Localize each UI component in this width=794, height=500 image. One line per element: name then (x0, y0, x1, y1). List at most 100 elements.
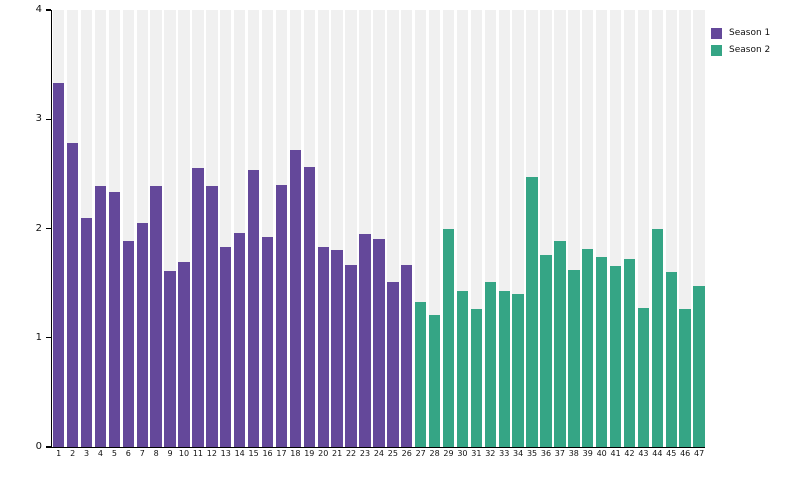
category-slot (484, 10, 496, 447)
bar (428, 314, 441, 447)
x-tick-label: 20 (318, 449, 329, 458)
category-background-track (164, 10, 176, 447)
x-tick-label: 6 (125, 449, 131, 458)
season-2-swatch (711, 45, 722, 56)
bar (317, 247, 329, 447)
bar (609, 265, 622, 447)
x-tick-label: 42 (624, 449, 635, 458)
bar (665, 272, 677, 447)
bar (651, 228, 664, 447)
bar (359, 233, 371, 447)
y-tick-mark (46, 118, 51, 120)
category-background-track (637, 10, 650, 447)
bar (387, 282, 399, 447)
category-background-track (568, 10, 580, 447)
x-tick-label: 35 (526, 449, 538, 458)
category-background-track (414, 10, 427, 447)
x-tick-label: 32 (485, 449, 496, 458)
bar (470, 309, 483, 447)
bar (331, 250, 343, 447)
bar (582, 249, 594, 447)
category-slot (80, 10, 93, 447)
category-slot (554, 10, 566, 447)
y-tick-label: 2 (35, 222, 42, 234)
x-tick-label: 15 (248, 449, 259, 458)
bar (693, 286, 705, 447)
bar (261, 237, 274, 447)
category-slot (373, 10, 385, 447)
bar (637, 308, 650, 447)
category-slot (178, 10, 190, 447)
x-tick-label: 40 (596, 449, 607, 458)
category-slot (303, 10, 316, 447)
x-tick-label: 21 (332, 449, 343, 458)
category-background-track (456, 10, 469, 447)
category-background-track (220, 10, 232, 447)
category-background-track (233, 10, 246, 447)
legend-label: Season 2 (729, 45, 771, 55)
category-background-track (317, 10, 329, 447)
x-tick-label: 38 (568, 449, 579, 458)
bars-container (53, 10, 705, 447)
category-background-track (693, 10, 705, 447)
x-tick-label: 36 (540, 449, 552, 458)
category-slot (679, 10, 691, 447)
x-tick-label: 17 (276, 449, 287, 458)
category-background-track (665, 10, 677, 447)
x-tick-label: 39 (582, 449, 593, 458)
category-slot (582, 10, 594, 447)
category-slot (512, 10, 524, 447)
bar (623, 259, 636, 447)
category-slot (331, 10, 343, 447)
legend-item-season-2: Season 2 (711, 45, 770, 56)
bar (247, 169, 260, 447)
category-slot (651, 10, 664, 447)
x-tick-label: 47 (694, 449, 705, 458)
bar (136, 223, 148, 447)
category-background-track (582, 10, 594, 447)
legend-item-season-1: Season 1 (711, 28, 770, 39)
y-tick-mark (46, 337, 51, 339)
category-background-track (122, 10, 135, 447)
category-background-track (540, 10, 552, 447)
plot-area: 1 2 3 4 5 6 7 8 9 10 11 12 13 14 15 16 17 18 19 20 21 22 23 24 2… (36, 5, 705, 458)
category-slot (693, 10, 705, 447)
x-tick-label: 13 (220, 449, 231, 458)
category-slot (401, 10, 413, 447)
x-tick-label: 25 (387, 449, 398, 458)
category-slot (317, 10, 329, 447)
bar (456, 290, 469, 447)
category-background-track (484, 10, 496, 447)
category-slot (122, 10, 135, 447)
category-slot (359, 10, 371, 447)
x-tick-label: 1 (56, 449, 62, 458)
bar (192, 168, 204, 447)
category-background-track (359, 10, 371, 447)
bar (401, 264, 413, 447)
x-tick-label: 43 (638, 449, 649, 458)
x-tick-label: 37 (554, 449, 565, 458)
bar (94, 185, 107, 447)
category-slot (150, 10, 162, 447)
bar (679, 309, 691, 447)
category-slot (568, 10, 580, 447)
category-slot (108, 10, 121, 447)
x-tick-label: 33 (499, 449, 510, 458)
bar (80, 217, 93, 447)
category-slot (206, 10, 218, 447)
x-tick-label: 27 (415, 449, 426, 458)
category-slot (665, 10, 677, 447)
category-slot (526, 10, 538, 447)
x-tick-label: 12 (206, 449, 217, 458)
category-slot (428, 10, 441, 447)
x-tick-label: 31 (471, 449, 482, 458)
bar (554, 240, 566, 447)
category-background-track (595, 10, 608, 447)
x-tick-label: 14 (234, 449, 245, 458)
category-background-track (470, 10, 483, 447)
x-tick-label: 9 (167, 449, 173, 458)
category-background-track (554, 10, 566, 447)
x-tick-label: 23 (359, 449, 371, 458)
x-tick-label: 46 (680, 449, 691, 458)
